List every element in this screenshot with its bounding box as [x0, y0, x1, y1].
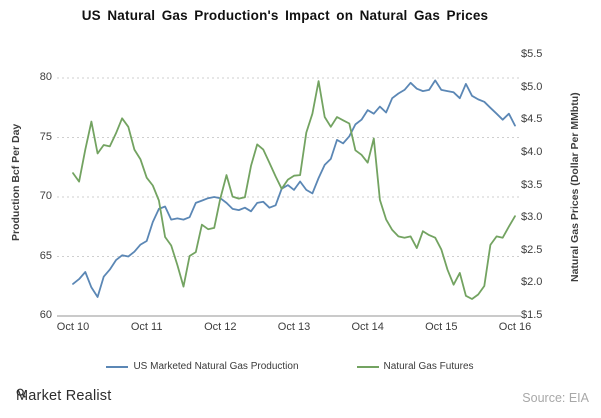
left-axis-tick: 80 — [39, 71, 52, 83]
right-axis-tick: $5.0 — [521, 80, 543, 93]
futures-line — [72, 80, 516, 300]
chart-title: US Natural Gas Production's Impact on Na… — [81, 8, 489, 23]
x-axis-tick: Oct 15 — [425, 321, 458, 333]
brand-logo: Market Realist — [16, 388, 112, 404]
x-axis-tick: Oct 11 — [130, 321, 163, 333]
x-axis-tick: Oct 12 — [204, 321, 237, 333]
x-axis-tick: Oct 10 — [56, 321, 90, 333]
brand-text: Market Realist — [16, 388, 112, 404]
right-axis-tick: $3.5 — [521, 178, 543, 191]
legend: US Marketed Natural Gas Production Natur… — [0, 361, 580, 372]
x-axis-tick: Oct 14 — [351, 321, 384, 333]
x-axis-tick: Oct 13 — [277, 321, 311, 333]
right-axis-tick: $4.5 — [521, 113, 543, 126]
futures-line-swatch — [356, 365, 379, 368]
legend-item-production: US Marketed Natural Gas Production — [106, 361, 299, 372]
production-line-swatch — [106, 365, 129, 368]
source-text: Source: EIA — [522, 391, 589, 405]
right-axis-tick: $2.5 — [521, 243, 543, 256]
legend-label-futures: Natural Gas Futures — [383, 361, 474, 372]
left-axis-tick: 75 — [39, 130, 52, 143]
left-axis-tick: 70 — [39, 190, 52, 202]
right-axis-tick: $5.5 — [521, 48, 543, 60]
right-axis-tick: $2.0 — [521, 276, 543, 289]
right-axis-tick: $4.0 — [521, 145, 543, 158]
legend-label-production: US Marketed Natural Gas Production — [133, 361, 299, 372]
left-axis-tick: 60 — [39, 309, 52, 321]
left-axis-tick: 65 — [39, 249, 52, 262]
production-line — [72, 79, 516, 298]
right-axis-tick: $1.5 — [521, 309, 543, 321]
legend-item-futures: Natural Gas Futures — [356, 361, 474, 372]
x-axis-tick: Oct 16 — [498, 321, 532, 333]
right-axis-tick: $3.0 — [521, 211, 543, 224]
